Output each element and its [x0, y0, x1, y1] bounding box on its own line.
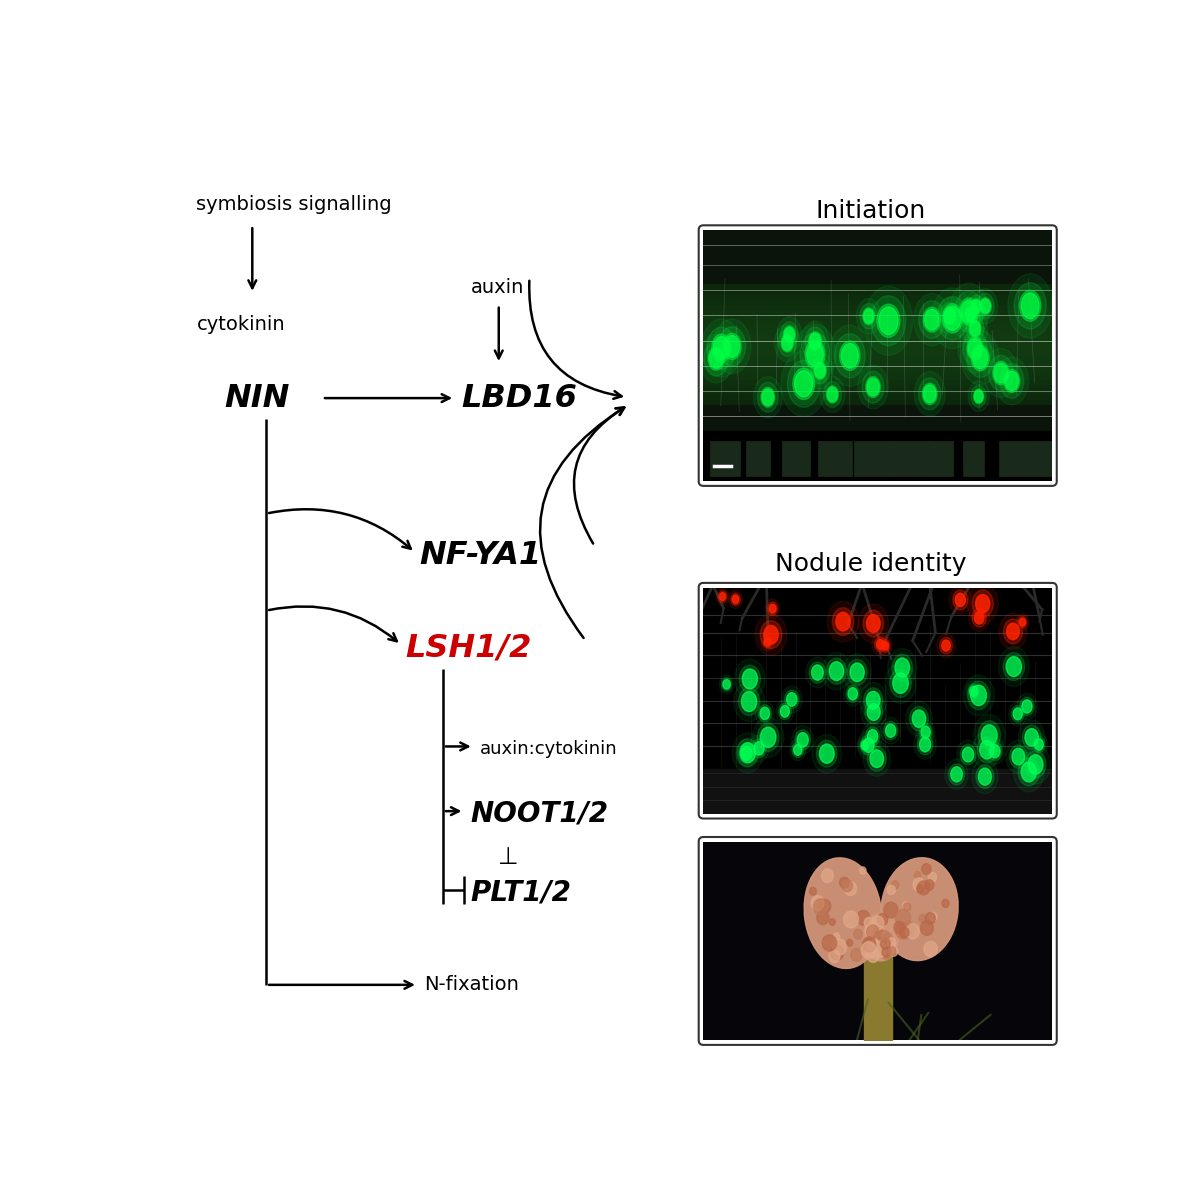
Text: cytokinin: cytokinin: [197, 314, 286, 334]
Text: Nodule identity: Nodule identity: [775, 552, 966, 576]
Text: PLT1/2: PLT1/2: [470, 878, 571, 906]
Text: symbiosis signalling: symbiosis signalling: [197, 194, 392, 214]
Text: ⊥: ⊥: [498, 845, 518, 869]
Text: LBD16: LBD16: [462, 383, 577, 414]
Text: NOOT1/2: NOOT1/2: [470, 800, 608, 828]
Text: N-fixation: N-fixation: [425, 976, 520, 995]
Text: NF-YA1: NF-YA1: [420, 540, 542, 571]
Text: auxin: auxin: [470, 277, 524, 296]
Text: NIN: NIN: [224, 383, 289, 414]
Text: LSH1/2: LSH1/2: [406, 632, 532, 664]
Text: Initiation: Initiation: [816, 199, 926, 223]
Text: auxin:cytokinin: auxin:cytokinin: [480, 740, 618, 758]
